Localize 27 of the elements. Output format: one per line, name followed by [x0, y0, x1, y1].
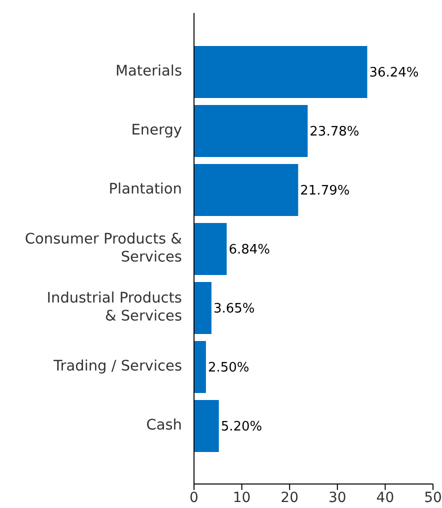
data-label: 2.50%: [208, 360, 250, 376]
x-tick-label: 50: [424, 490, 442, 506]
x-tick-label: 20: [280, 490, 299, 506]
y-tick-label: Energy: [131, 122, 182, 138]
data-label: 6.84%: [228, 242, 270, 258]
data-label: 23.78%: [310, 124, 360, 140]
bar: [194, 282, 212, 334]
y-tick-label: Consumer Products & Services: [24, 232, 182, 266]
y-tick-label: Trading / Services: [52, 358, 182, 374]
y-tick-label: Materials: [116, 64, 182, 80]
bar: [194, 223, 227, 275]
data-label: 5.20%: [220, 420, 262, 435]
bar: [194, 341, 206, 393]
bar: [194, 164, 298, 216]
y-tick-label: Industrial Products & Services: [46, 290, 182, 324]
y-tick-label: Cash: [146, 418, 182, 434]
data-label: 21.79%: [300, 184, 350, 199]
x-tick-label: 30: [328, 490, 346, 506]
bar: [194, 46, 368, 98]
x-tick-label: 0: [190, 490, 198, 506]
bar: [194, 400, 219, 452]
x-tick-label: 10: [232, 490, 251, 506]
x-tick-label: 40: [376, 490, 394, 506]
y-tick-label: Plantation: [108, 182, 182, 198]
data-label: 36.24%: [369, 66, 419, 81]
data-label: 3.65%: [213, 302, 255, 317]
bar: [194, 105, 308, 157]
